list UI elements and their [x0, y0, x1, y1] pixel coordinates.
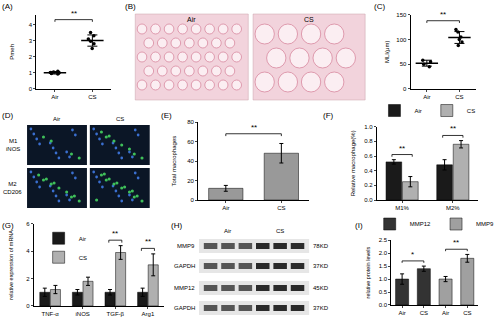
svg-text:Air: Air — [423, 94, 430, 100]
svg-text:GAPDH: GAPDH — [174, 305, 195, 311]
svg-text:**: ** — [251, 123, 257, 132]
svg-text:(I): (I) — [355, 221, 363, 230]
svg-text:CS: CS — [420, 310, 428, 316]
svg-text:(C): (C) — [374, 2, 385, 11]
svg-text:Air: Air — [187, 16, 196, 23]
svg-text:0.2: 0.2 — [364, 182, 373, 188]
svg-text:CS: CS — [276, 228, 284, 234]
svg-text:CS: CS — [304, 16, 314, 23]
svg-text:0.0: 0.0 — [379, 302, 388, 308]
svg-text:Air: Air — [53, 116, 60, 122]
svg-text:0.6: 0.6 — [364, 153, 373, 159]
svg-text:**: ** — [112, 229, 118, 238]
svg-text:**: ** — [450, 124, 456, 133]
svg-text:1.5: 1.5 — [379, 263, 388, 269]
svg-text:100: 100 — [396, 37, 407, 43]
svg-text:6: 6 — [26, 221, 30, 227]
svg-text:(H): (H) — [171, 221, 182, 230]
svg-text:(F): (F) — [323, 111, 334, 120]
svg-text:20: 20 — [187, 178, 194, 184]
svg-text:37KD: 37KD — [313, 263, 329, 269]
svg-text:relative protein levels: relative protein levels — [365, 246, 371, 298]
svg-text:**: ** — [145, 237, 151, 246]
svg-text:iNOS: iNOS — [76, 311, 90, 317]
svg-text:37KD: 37KD — [313, 305, 329, 311]
svg-text:40: 40 — [187, 158, 194, 164]
svg-text:1: 1 — [29, 70, 33, 76]
svg-text:4: 4 — [26, 248, 30, 254]
svg-text:(D): (D) — [2, 111, 13, 120]
svg-text:MMP9: MMP9 — [476, 221, 494, 227]
svg-text:Air: Air — [442, 310, 449, 316]
svg-text:MMP12: MMP12 — [410, 221, 431, 227]
svg-text:*: * — [411, 250, 414, 259]
svg-text:2.0: 2.0 — [379, 250, 388, 256]
svg-text:**: ** — [440, 10, 446, 19]
svg-text:Arg1: Arg1 — [142, 311, 155, 317]
svg-text:(A): (A) — [2, 2, 13, 11]
svg-text:CS: CS — [455, 94, 463, 100]
svg-text:Air: Air — [222, 205, 229, 211]
svg-text:0.0: 0.0 — [364, 197, 373, 203]
svg-text:0: 0 — [403, 86, 407, 92]
svg-text:CS: CS — [79, 255, 87, 261]
svg-text:2: 2 — [29, 54, 33, 60]
svg-text:Relative macrophage(%): Relative macrophage(%) — [350, 130, 356, 196]
svg-text:0: 0 — [190, 197, 194, 203]
svg-text:CS: CS — [116, 116, 124, 122]
svg-text:**: ** — [71, 9, 77, 18]
svg-text:3: 3 — [29, 38, 33, 44]
svg-text:Air: Air — [398, 310, 405, 316]
svg-text:Pmeh: Pmeh — [9, 44, 15, 60]
svg-text:0.5: 0.5 — [379, 289, 388, 295]
svg-text:**: ** — [453, 238, 459, 247]
svg-text:Air: Air — [51, 94, 58, 100]
svg-text:CS: CS — [467, 108, 475, 114]
svg-text:(B): (B) — [125, 2, 136, 11]
svg-text:60: 60 — [187, 139, 194, 145]
svg-text:CS: CS — [277, 205, 285, 211]
svg-text:Air: Air — [79, 236, 86, 242]
svg-text:MMP12: MMP12 — [174, 285, 195, 291]
svg-text:0: 0 — [29, 86, 33, 92]
svg-text:MLI(μm): MLI(μm) — [384, 41, 390, 63]
svg-text:Air: Air — [414, 108, 421, 114]
svg-text:CS: CS — [463, 310, 471, 316]
svg-text:M1%: M1% — [395, 205, 409, 211]
svg-text:relative expression of mRNA: relative expression of mRNA — [8, 230, 14, 300]
svg-text:1.0: 1.0 — [364, 124, 373, 130]
svg-text:Air: Air — [224, 228, 231, 234]
svg-text:1.0: 1.0 — [379, 276, 388, 282]
svg-text:45KD: 45KD — [313, 285, 329, 291]
svg-text:0.8: 0.8 — [364, 138, 373, 144]
svg-text:Total macrophages: Total macrophages — [171, 136, 177, 187]
svg-text:MMP9: MMP9 — [177, 243, 195, 249]
svg-text:50: 50 — [400, 61, 407, 67]
svg-text:M1iNOS: M1iNOS — [6, 138, 20, 152]
svg-text:0: 0 — [26, 303, 30, 309]
svg-text:78KD: 78KD — [313, 243, 329, 249]
svg-text:2.5: 2.5 — [379, 237, 388, 243]
svg-text:4: 4 — [29, 22, 33, 28]
svg-text:80: 80 — [187, 119, 194, 125]
svg-text:**: ** — [399, 144, 405, 153]
svg-text:TNF-α: TNF-α — [42, 311, 60, 317]
svg-text:0.4: 0.4 — [364, 168, 373, 174]
svg-text:GAPDH: GAPDH — [174, 263, 195, 269]
svg-text:M2CD206: M2CD206 — [3, 181, 22, 195]
svg-text:CS: CS — [88, 94, 96, 100]
svg-text:M2%: M2% — [446, 205, 460, 211]
svg-text:150: 150 — [396, 12, 407, 18]
svg-text:TGF-β: TGF-β — [107, 311, 125, 317]
svg-text:2: 2 — [26, 276, 30, 282]
svg-text:(G): (G) — [2, 221, 14, 230]
svg-text:(E): (E) — [161, 111, 172, 120]
